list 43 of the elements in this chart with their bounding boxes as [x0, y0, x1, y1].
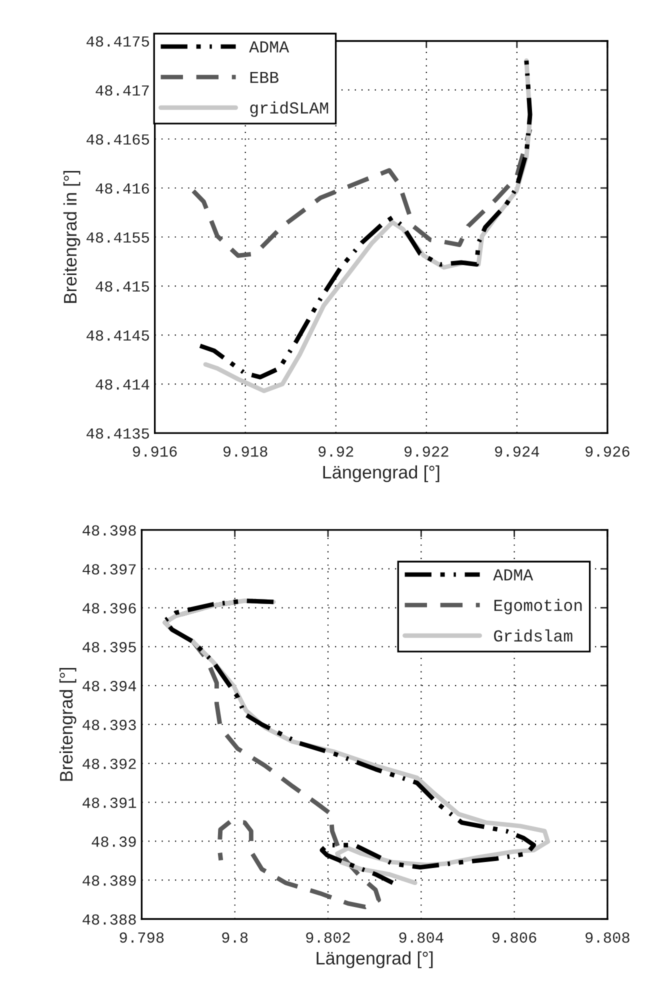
- y-tick-label: 48.394: [82, 680, 136, 692]
- y-axis-title: Breitengrad [°]: [59, 668, 76, 781]
- legend-label: Gridslam: [494, 629, 572, 642]
- y-tick-label: 48.414: [96, 379, 150, 390]
- legend-label: Egomotion: [494, 598, 582, 614]
- x-axis-title: Längengrad [°]: [316, 951, 433, 968]
- x-tick-label: 9.8: [222, 932, 248, 943]
- line-series: [191, 126, 532, 258]
- y-tick-label: 48.4155: [86, 232, 149, 243]
- x-tick-label: 9.924: [495, 446, 540, 457]
- y-axis-title: Breitengrad in [°]: [63, 170, 80, 303]
- x-tick-label: 9.804: [399, 932, 444, 943]
- y-tick-label: 48.416: [96, 183, 149, 194]
- x-tick-label: 9.806: [492, 932, 536, 943]
- y-tick-label: 48.388: [82, 914, 136, 925]
- legend-label: ADMA: [249, 41, 290, 52]
- legend-label: EBB: [250, 72, 278, 83]
- y-tick-label: 48.391: [82, 798, 136, 808]
- x-axis-title: Längengrad [°]: [323, 465, 440, 482]
- y-tick-label: 48.398: [82, 525, 136, 536]
- x-tick-label: 9.802: [306, 932, 350, 943]
- legend-label: ADMA: [493, 569, 534, 580]
- y-tick-label: 48.392: [82, 758, 136, 770]
- x-tick-label: 9.92: [318, 446, 354, 457]
- y-tick-label: 48.4165: [86, 134, 149, 145]
- y-tick-label: 48.396: [82, 603, 136, 614]
- x-tick-label: 9.798: [120, 932, 164, 943]
- y-tick-label: 48.39: [92, 836, 136, 847]
- legend-label: gridSLAM: [250, 101, 328, 117]
- y-tick-label: 48.395: [82, 642, 136, 652]
- y-tick-label: 48.415: [96, 281, 149, 292]
- y-tick-label: 48.393: [82, 720, 136, 730]
- x-tick-label: 9.916: [132, 446, 177, 457]
- y-tick-label: 48.4145: [86, 330, 149, 341]
- y-tick-label: 48.417: [96, 85, 149, 96]
- x-tick-label: 9.918: [223, 446, 268, 457]
- x-tick-label: 9.808: [586, 932, 630, 943]
- x-tick-label: 9.926: [586, 446, 630, 457]
- y-tick-label: 48.397: [82, 564, 136, 575]
- y-tick-label: 48.389: [82, 875, 136, 886]
- y-tick-label: 48.4135: [86, 428, 149, 439]
- x-tick-label: 9.922: [404, 446, 448, 457]
- y-tick-label: 48.4175: [86, 36, 149, 47]
